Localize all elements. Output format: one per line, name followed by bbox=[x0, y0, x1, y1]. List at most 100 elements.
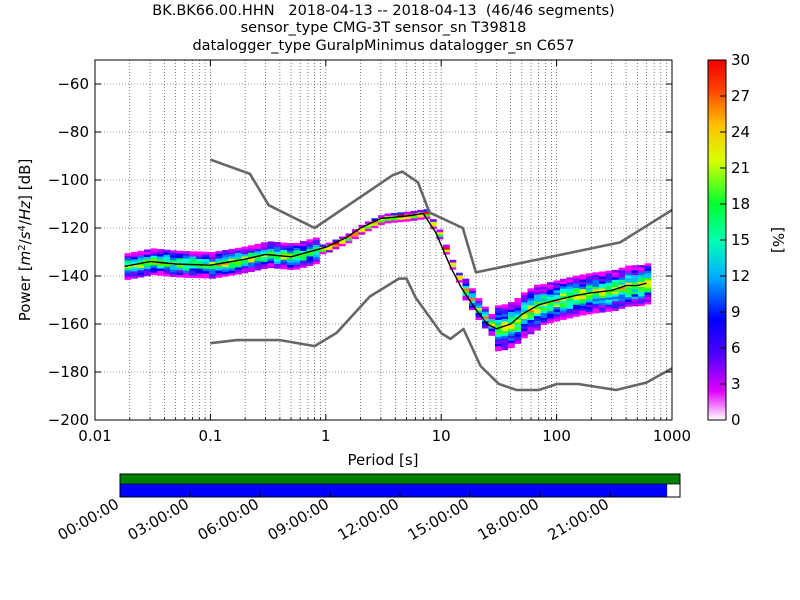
heatmap-cell bbox=[254, 248, 262, 252]
heatmap-cell bbox=[612, 289, 619, 292]
heatmap-cell bbox=[170, 250, 177, 253]
heatmap-cell bbox=[254, 251, 262, 254]
x-tick-label: 1 bbox=[321, 427, 331, 445]
heatmap-cell bbox=[514, 307, 522, 311]
heatmap-cell bbox=[222, 254, 229, 258]
heatmap-cell bbox=[124, 267, 132, 271]
heatmap-cell bbox=[495, 312, 502, 316]
heatmap-cell bbox=[488, 330, 496, 334]
heatmap-cell bbox=[612, 298, 619, 302]
heatmap-cell bbox=[163, 273, 171, 277]
heatmap-cell bbox=[254, 255, 262, 259]
heatmap-cell bbox=[209, 271, 216, 274]
heatmap-cell bbox=[527, 310, 535, 313]
heatmap-cell bbox=[631, 303, 639, 307]
heatmap-cell bbox=[547, 294, 554, 297]
heatmap-cell bbox=[241, 265, 249, 269]
heatmap-cell bbox=[586, 287, 593, 291]
heatmap-cell bbox=[189, 251, 197, 254]
heatmap-cell bbox=[300, 260, 307, 263]
heatmap-cell bbox=[631, 301, 639, 304]
heatmap-cell bbox=[306, 253, 314, 257]
heatmap-cell bbox=[332, 239, 340, 243]
heatmap-cell bbox=[144, 259, 151, 262]
heatmap-cell bbox=[222, 271, 229, 275]
heatmap-cell bbox=[579, 284, 587, 287]
heatmap-cell bbox=[157, 251, 164, 255]
heatmap-cell bbox=[560, 317, 567, 320]
heatmap-cell bbox=[176, 258, 184, 261]
heatmap-cell bbox=[488, 321, 496, 324]
heatmap-cell bbox=[579, 305, 587, 309]
heatmap-cell bbox=[605, 287, 613, 291]
heatmap-cell bbox=[261, 254, 268, 257]
heatmap-cell bbox=[631, 270, 639, 273]
heatmap-cell bbox=[514, 305, 522, 308]
heatmap-cell bbox=[241, 258, 249, 262]
heatmap-cell bbox=[417, 209, 424, 213]
heatmap-cell bbox=[209, 268, 216, 272]
heatmap-cell bbox=[332, 246, 340, 250]
heatmap-cell bbox=[124, 265, 132, 268]
heatmap-cell bbox=[592, 298, 600, 302]
heatmap-cell bbox=[521, 304, 528, 308]
colorbar-tick-label: 24 bbox=[731, 123, 750, 141]
heatmap-cell bbox=[267, 265, 275, 269]
heatmap-cell bbox=[124, 258, 132, 261]
heatmap-cell bbox=[540, 300, 548, 304]
heatmap-cell bbox=[566, 301, 574, 304]
heatmap-cell bbox=[430, 219, 437, 222]
heatmap-cell bbox=[300, 255, 307, 259]
heatmap-cell bbox=[625, 270, 632, 274]
heatmap-cell bbox=[157, 249, 164, 252]
y-tick-label: −200 bbox=[48, 411, 89, 429]
heatmap-cell bbox=[261, 263, 268, 267]
heatmap-cell bbox=[644, 296, 652, 300]
heatmap-cell bbox=[163, 264, 171, 267]
heatmap-cell bbox=[384, 218, 392, 221]
heatmap-cell bbox=[540, 295, 548, 299]
heatmap-cell bbox=[560, 283, 567, 287]
heatmap-cell bbox=[534, 311, 541, 314]
heatmap-cell bbox=[228, 256, 236, 259]
heatmap-cell bbox=[241, 261, 249, 264]
heatmap-cell bbox=[365, 226, 372, 229]
heatmap-cell bbox=[521, 314, 528, 317]
heatmap-cell bbox=[540, 298, 548, 301]
colorbar-tick-label: 18 bbox=[731, 195, 750, 213]
heatmap-cell bbox=[248, 259, 255, 263]
heatmap-cell bbox=[475, 305, 483, 308]
heatmap-cell bbox=[209, 256, 216, 260]
heatmap-cell bbox=[508, 345, 515, 348]
heatmap-cell bbox=[469, 307, 476, 311]
heatmap-cell bbox=[644, 287, 652, 290]
heatmap-cell bbox=[631, 291, 639, 295]
heatmap-cell bbox=[553, 280, 561, 284]
heatmap-cell bbox=[547, 287, 554, 290]
heatmap-cell bbox=[150, 270, 158, 273]
heatmap-cell bbox=[189, 275, 197, 278]
heatmap-cell bbox=[293, 250, 301, 253]
heatmap-cell bbox=[592, 310, 600, 314]
heatmap-cell bbox=[586, 311, 593, 315]
heatmap-cell bbox=[618, 272, 626, 276]
heatmap-cell bbox=[488, 333, 496, 336]
heatmap-cell bbox=[254, 258, 262, 261]
heatmap-cell bbox=[274, 242, 281, 245]
heatmap-cell bbox=[553, 292, 561, 296]
heatmap-cell bbox=[443, 244, 450, 248]
heatmap-cell bbox=[196, 256, 203, 259]
heatmap-cell bbox=[287, 267, 294, 270]
heatmap-cell bbox=[176, 274, 184, 278]
heatmap-cell bbox=[573, 314, 580, 317]
heatmap-cell bbox=[150, 262, 158, 266]
heatmap-cell bbox=[534, 296, 541, 300]
heatmap-cell bbox=[560, 310, 567, 313]
median-line bbox=[124, 212, 647, 330]
heatmap-cell bbox=[176, 250, 184, 254]
heatmap-cell bbox=[144, 251, 151, 255]
heatmap-cell bbox=[534, 323, 541, 326]
heatmap-cell bbox=[267, 248, 275, 252]
heatmap-cell bbox=[482, 323, 489, 327]
heatmap-cell bbox=[267, 255, 275, 259]
